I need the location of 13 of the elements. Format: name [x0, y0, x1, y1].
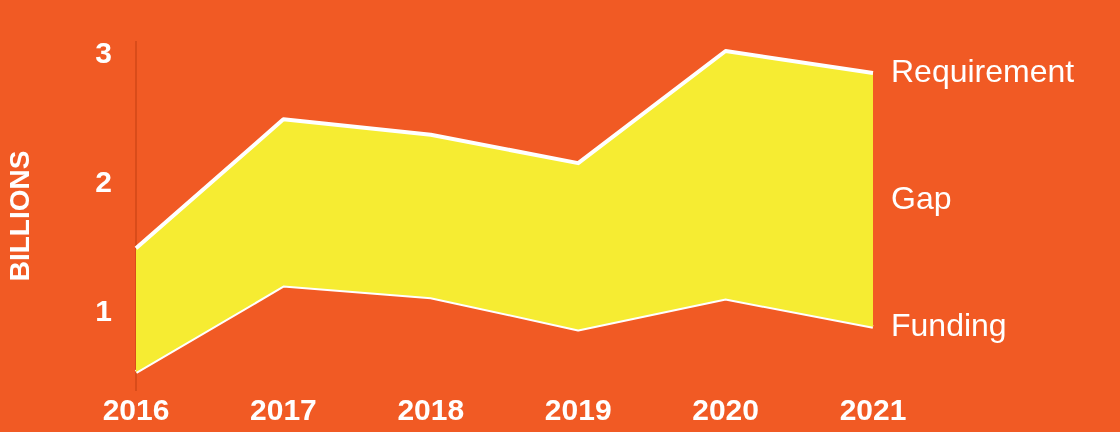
x-tick-label: 2017 [250, 393, 317, 427]
x-tick-label: 2021 [839, 393, 907, 427]
y-tick-label: 2 [95, 165, 112, 199]
y-tick-label: 3 [95, 36, 112, 70]
x-tick-label: 2020 [692, 393, 759, 427]
annotation: Gap [891, 179, 952, 216]
y-axis-title: BILLIONS [3, 150, 35, 282]
series-label: Funding [891, 306, 1007, 343]
x-tick-label: 2018 [397, 393, 465, 427]
x-tick-label: 2016 [102, 393, 170, 427]
x-tick-label: 2019 [544, 393, 612, 427]
series-label: Requirement [891, 52, 1075, 89]
y-tick-label: 1 [95, 293, 112, 327]
